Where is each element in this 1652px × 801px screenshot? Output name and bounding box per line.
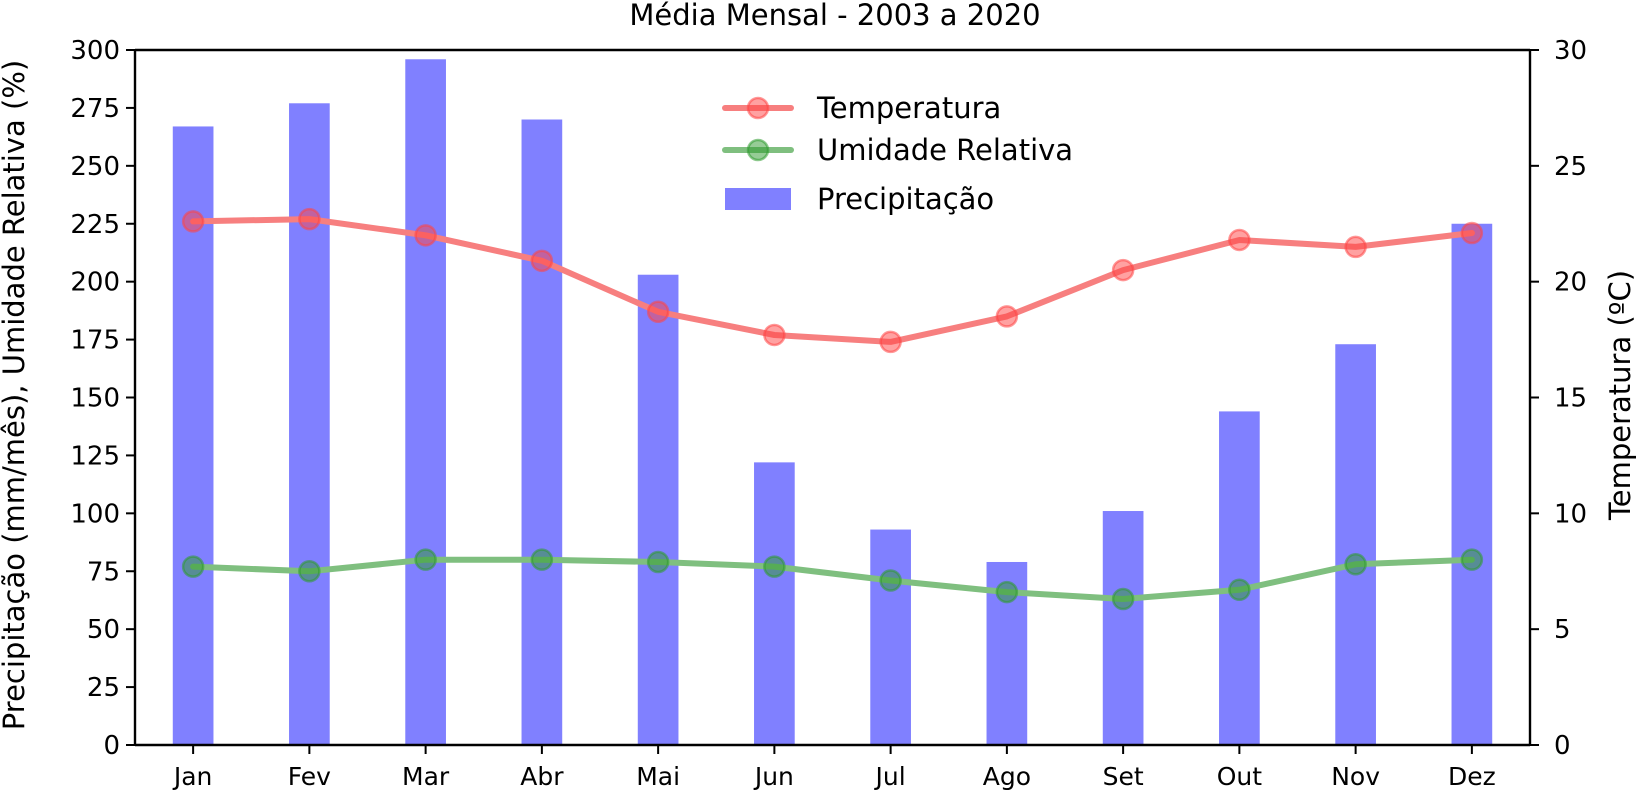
- temperatura-point: [1344, 235, 1367, 259]
- temperatura-point: [646, 300, 670, 324]
- legend-precipitação-label: Precipitação: [817, 182, 994, 216]
- temperatura-point: [763, 323, 786, 347]
- y-left-tick-label: 25: [87, 673, 120, 703]
- y-left-tick-label: 0: [103, 731, 120, 761]
- x-tick-label: Out: [1217, 762, 1263, 791]
- bar-abr: [521, 119, 563, 745]
- y-right-tick-label: 5: [1554, 615, 1571, 645]
- umidade-relativa-point: [181, 555, 205, 578]
- bar-out: [1219, 411, 1260, 745]
- y-right-tick-label: 10: [1554, 499, 1587, 529]
- temperatura-point: [995, 305, 1019, 328]
- y-left-tick-label: 225: [70, 210, 120, 240]
- legend-temperatura-label: Temperatura: [816, 91, 1001, 125]
- y-left-tick-label: 125: [70, 441, 120, 471]
- precipitation-bars: [172, 59, 1493, 746]
- x-tick-label: Fev: [288, 762, 331, 791]
- x-tick-label: Jan: [172, 762, 213, 791]
- bar-mar: [405, 59, 446, 746]
- legend-umidade-relativa-marker: [746, 138, 770, 162]
- temperatura-line: [190, 216, 1475, 345]
- temperatura-point: [298, 207, 321, 231]
- temperatura-point: [1111, 258, 1135, 282]
- umidade-relativa-point: [530, 548, 554, 571]
- y-right-tick-label: 15: [1554, 384, 1587, 414]
- temperatura-point: [1460, 221, 1484, 245]
- y-left-tick-label: 200: [70, 268, 120, 298]
- umidade-relativa-point: [414, 548, 437, 571]
- temperatura-point: [1228, 228, 1251, 252]
- x-tick-label: Mai: [636, 762, 680, 791]
- x-tick-label: Nov: [1331, 762, 1380, 791]
- y-right-tick-label: 20: [1554, 268, 1587, 298]
- bar-dez: [1451, 223, 1493, 745]
- y-left-tick-label: 300: [70, 36, 120, 66]
- x-tick-label: Jun: [753, 762, 794, 791]
- y-right-tick-label: 0: [1554, 731, 1571, 761]
- series-lines: [181, 207, 1484, 611]
- x-tick-label: Ago: [983, 762, 1031, 791]
- y-right-tick-label: 30: [1554, 36, 1587, 66]
- chart-title: Média Mensal - 2003 a 2020: [629, 0, 1040, 32]
- x-tick-label: Abr: [520, 762, 564, 791]
- bar-mai: [637, 274, 679, 745]
- umidade-relativa-point: [646, 550, 670, 574]
- legend: Temperatura Umidade Relativa Precipitação: [722, 91, 1073, 216]
- x-tick-label: Jul: [874, 762, 906, 791]
- y-left-tick-label: 250: [70, 152, 120, 182]
- y-axis-left-label: Precipitação (mm/mês), Umidade Relativa …: [0, 60, 31, 730]
- legend-umidade-relativa-label: Umidade Relativa: [817, 133, 1073, 167]
- y-right-tick-label: 25: [1554, 152, 1587, 182]
- y-left-tick-label: 50: [87, 615, 120, 645]
- axes: 0 25 50 75 100 125 150 175 200 225 250 275 300 0 5 10 15…: [70, 36, 1587, 791]
- x-tick-label: Set: [1103, 762, 1144, 791]
- temperatura-point: [181, 210, 205, 233]
- umidade-relativa-point: [1228, 578, 1251, 602]
- temperatura-point: [530, 249, 554, 273]
- bar-nov: [1335, 344, 1376, 745]
- umidade-relativa-line: [190, 556, 1475, 602]
- temperatura-point: [414, 224, 437, 247]
- umidade-relativa-point: [879, 569, 902, 592]
- umidade-relativa-point: [1111, 587, 1135, 611]
- y-left-tick-label: 75: [87, 557, 120, 587]
- umidade-relativa-point: [298, 560, 321, 583]
- y-axis-right-label: Temperatura (ºC): [1603, 270, 1637, 521]
- y-left-tick-label: 175: [70, 326, 120, 356]
- bar-fev: [289, 103, 330, 746]
- bar-jun: [754, 462, 795, 745]
- umidade-relativa-point: [1460, 548, 1484, 571]
- legend-temperatura-marker: [746, 96, 770, 120]
- bar-set: [1102, 511, 1144, 745]
- x-tick-label: Mar: [402, 762, 450, 791]
- umidade-relativa-point: [995, 580, 1019, 604]
- x-tick-label: Dez: [1448, 762, 1496, 791]
- temperatura-point: [879, 330, 902, 354]
- y-left-tick-label: 275: [70, 94, 120, 124]
- umidade-relativa-point: [1344, 553, 1367, 576]
- umidade-relativa-point: [763, 555, 786, 578]
- y-left-tick-label: 100: [70, 499, 120, 529]
- legend-precipitação-swatch: [725, 188, 791, 210]
- y-left-tick-label: 150: [70, 384, 120, 414]
- bar-jul: [870, 529, 911, 745]
